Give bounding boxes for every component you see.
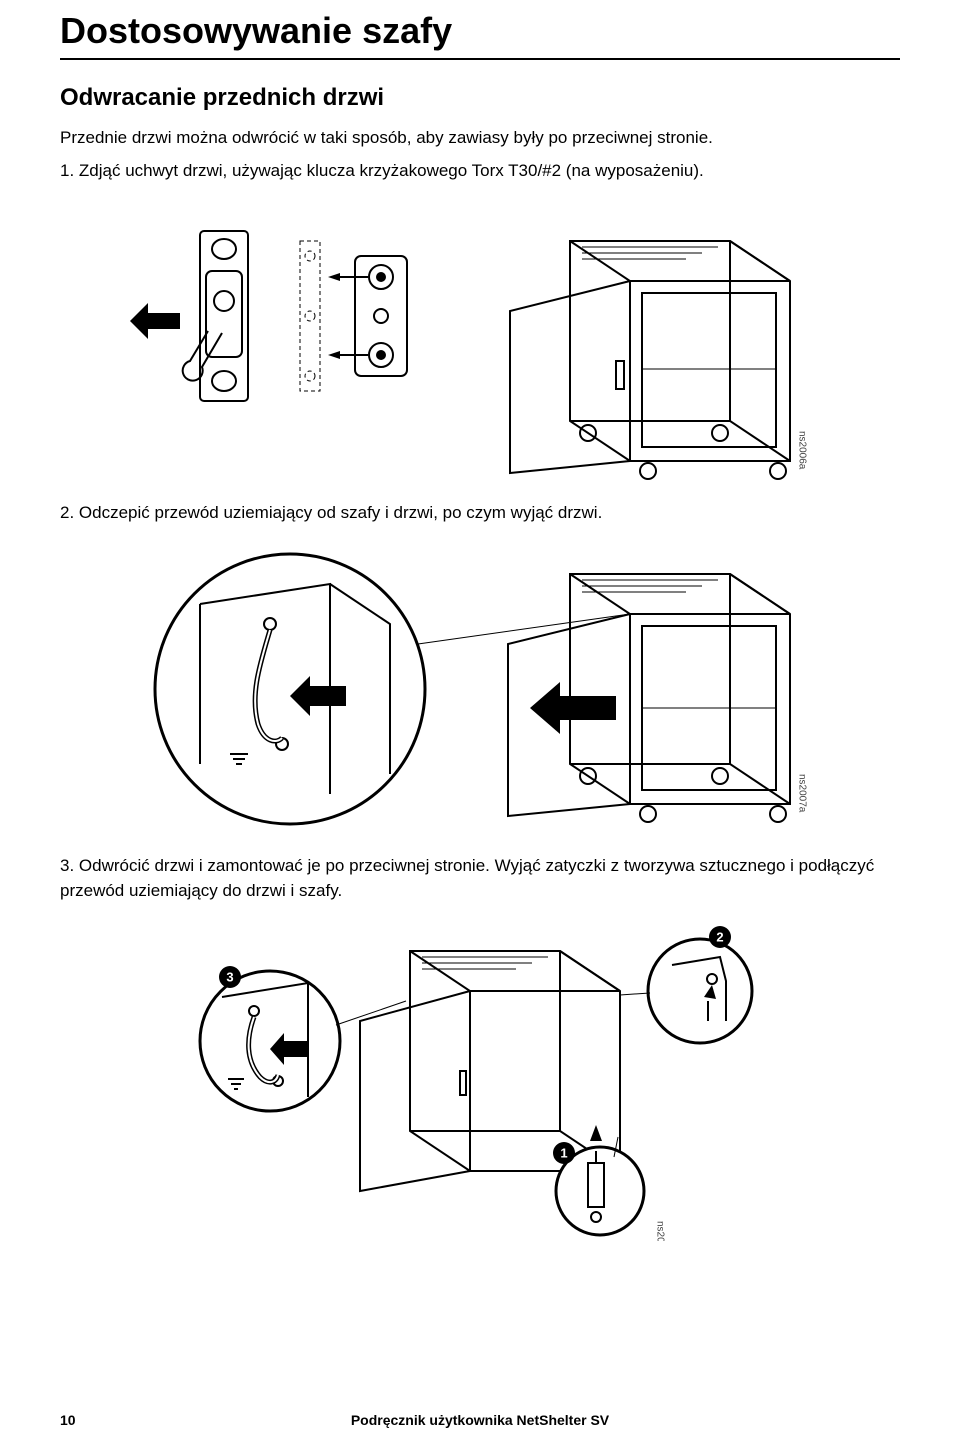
page-title: Dostosowywanie szafy	[60, 10, 900, 60]
arrow-left-icon	[130, 303, 180, 339]
callout-1: 1	[560, 1146, 567, 1161]
footer-title: Podręcznik użytkownika NetShelter SV	[100, 1412, 860, 1428]
step-3-text: 3. Odwrócić drzwi i zamontować je po prz…	[60, 854, 900, 903]
page-footer: 10 Podręcznik użytkownika NetShelter SV	[60, 1412, 900, 1428]
section-heading: Odwracanie przednich drzwi	[60, 84, 900, 112]
figure-1-label: ns2006a	[797, 431, 808, 470]
callout-3: 3	[226, 970, 233, 985]
document-page: Dostosowywanie szafy Odwracanie przednic…	[0, 10, 960, 1446]
figure-3-label: ns2008a	[655, 1221, 666, 1241]
intro-paragraph: Przednie drzwi można odwrócić w taki spo…	[60, 126, 900, 151]
figure-3-svg: 2 1	[160, 921, 800, 1241]
figure-2-svg: ns2007a	[130, 544, 830, 844]
step-2-text: 2. Odczepić przewód uziemiający od szafy…	[60, 501, 900, 526]
arrow-remove-door-icon	[530, 682, 616, 734]
step-1-text: 1. Zdjąć uchwyt drzwi, używając klucza k…	[60, 159, 900, 184]
figure-1: ns2006a	[60, 201, 900, 491]
detail-circle	[155, 554, 425, 824]
callout-2: 2	[716, 930, 723, 945]
footer-page-number: 10	[60, 1412, 100, 1428]
figure-1-svg: ns2006a	[130, 201, 830, 491]
figure-2: ns2007a	[60, 544, 900, 844]
figure-3: 2 1	[60, 921, 900, 1241]
figure-2-label: ns2007a	[797, 774, 808, 813]
